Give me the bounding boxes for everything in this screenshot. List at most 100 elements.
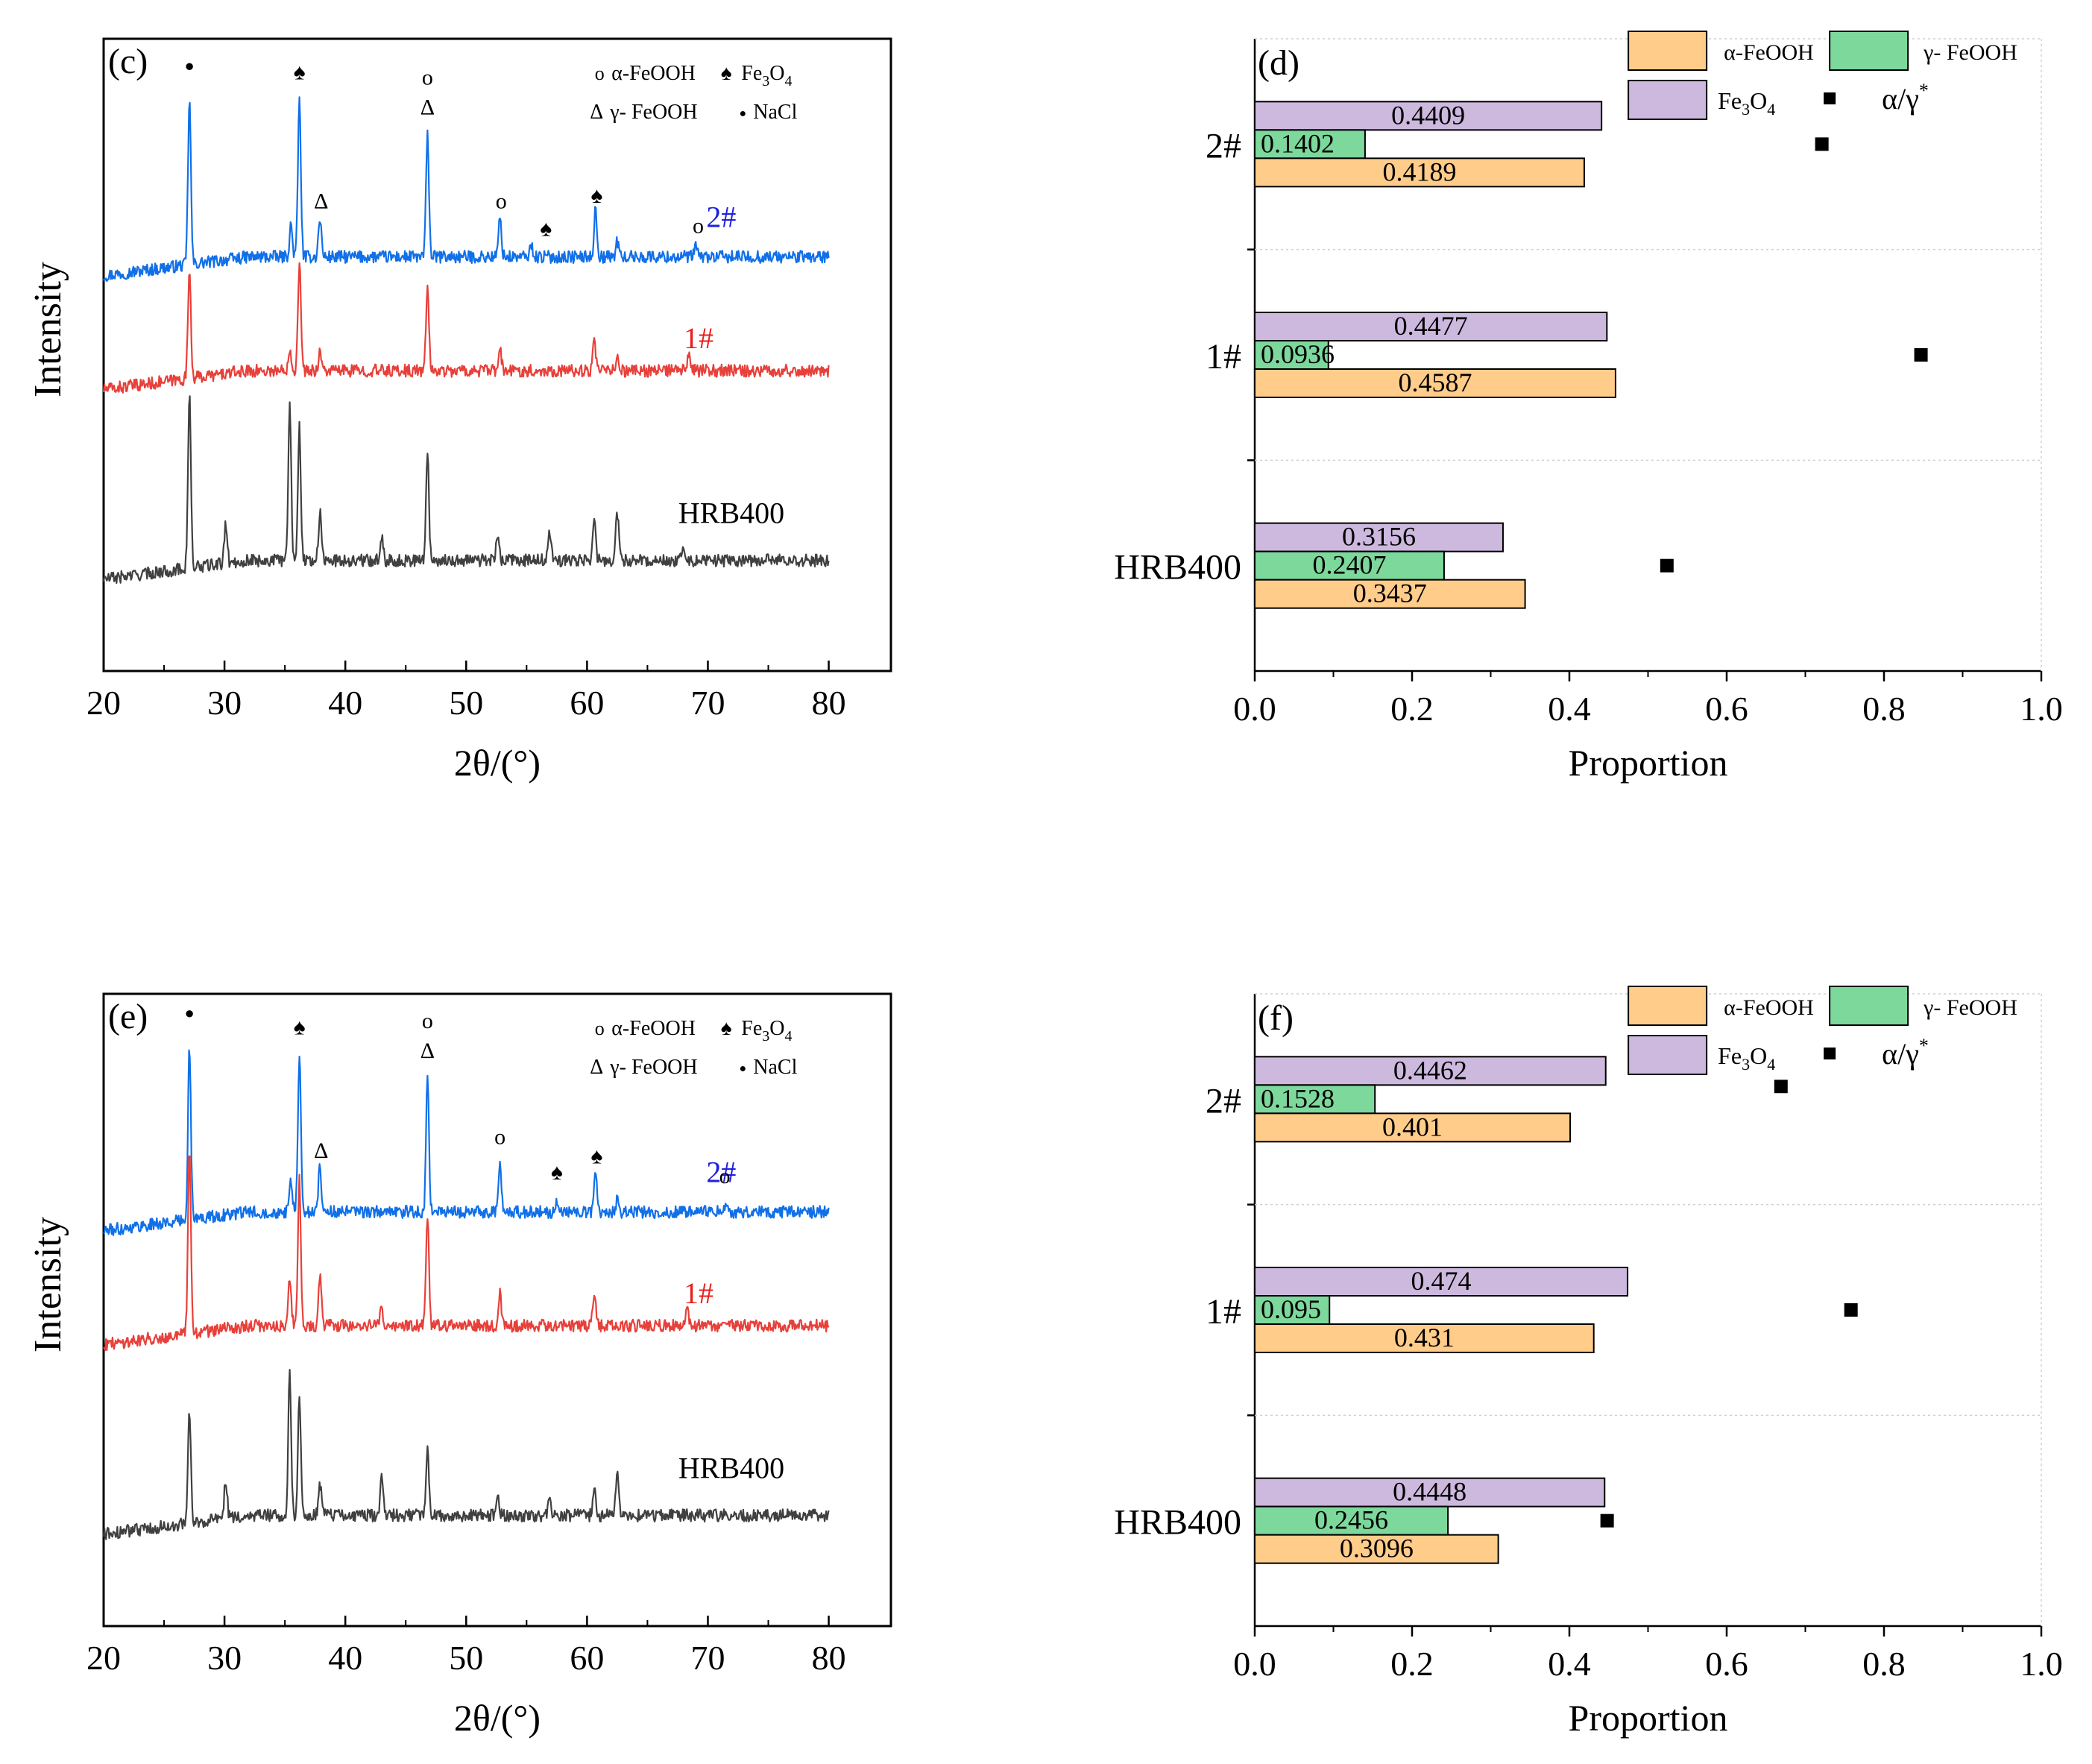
x-tick-label: 1.0 — [2020, 1645, 2063, 1683]
plot-frame-e — [102, 992, 892, 1628]
peak-marker-dot: ● — [184, 1004, 194, 1022]
panel-label: (d) — [1258, 43, 1299, 83]
legend-alpha-label: α-FeOOH — [611, 1017, 696, 1040]
legend-ratio-marker — [1824, 92, 1836, 104]
bar-fe3o4 — [1254, 1056, 1607, 1086]
legend-triangle-marker: Δ — [590, 101, 603, 124]
legend-sub3: 3 — [1742, 1055, 1750, 1074]
ratio-marker — [1600, 1513, 1614, 1528]
peak-marker-spade: ♠ — [590, 183, 602, 208]
x-tick-label: 0.4 — [1548, 690, 1591, 728]
bar-value-label: 0.4477 — [1394, 311, 1468, 341]
legend-alpha-label: α-FeOOH — [1724, 40, 1814, 65]
x-tick-label: 0.6 — [1705, 690, 1748, 728]
peak-marker-spade: ♠ — [294, 60, 306, 84]
category-label: 2# — [1206, 1081, 1241, 1121]
category-label: HRB400 — [1114, 548, 1241, 588]
legend-swatch-fe3o4 — [1628, 1035, 1708, 1075]
x-axis-label: Proportion — [1569, 742, 1728, 784]
bar-panel-d: 0.0 0.2 0.4 0.6 0.8 1.0 Proportion (d) HRB400 0.3… — [1114, 31, 2063, 784]
x-tick-label: 0.8 — [1862, 1645, 1906, 1683]
x-tick-label: 80 — [812, 1639, 846, 1677]
legend-nacl-label: NaCl — [753, 1056, 797, 1079]
bar-fe3o4 — [1254, 101, 1603, 131]
legend-fe3o4-label: Fe3O4 — [741, 62, 792, 89]
x-tick-label: 30 — [207, 684, 242, 722]
legend-ratio-sup: * — [1919, 1035, 1929, 1056]
legend-circle-marker: o — [595, 63, 605, 84]
legend-circle-marker: o — [595, 1018, 605, 1039]
peak-marker-circle: o — [494, 1124, 505, 1149]
peak-marker-spade: ♠ — [294, 1015, 306, 1039]
bar-value-label: 0.2407 — [1312, 550, 1386, 580]
bar-value-label: 0.095 — [1261, 1294, 1321, 1324]
x-tick-label: 70 — [690, 684, 725, 722]
series-line-HRB400 — [102, 1369, 830, 1540]
bar-value-label: 0.4587 — [1398, 368, 1472, 397]
bar-alpha — [1254, 157, 1585, 188]
x-tick-label: 1.0 — [2020, 690, 2063, 728]
legend-gamma-label: γ- FeOOH — [609, 1056, 697, 1079]
x-axis-label: 2θ/(°) — [454, 742, 541, 784]
legend-fe: Fe — [1718, 1042, 1742, 1069]
x-tick-label: 30 — [207, 1639, 242, 1677]
legend-fe: Fe — [741, 1017, 762, 1040]
bar-gamma — [1254, 340, 1329, 370]
bar-gamma — [1254, 1505, 1449, 1536]
peak-marker-circle: o — [422, 1009, 433, 1033]
legend-spade-marker: ♠ — [721, 62, 732, 85]
series-label-2: 2# — [706, 1156, 736, 1189]
series-line-1 — [102, 262, 830, 394]
series-line-2 — [103, 1049, 830, 1236]
bar-value-label: 0.3096 — [1340, 1534, 1414, 1563]
series-label-1: 1# — [684, 321, 713, 355]
peak-marker-triangle: Δ — [314, 1138, 328, 1163]
legend-nacl-label: NaCl — [753, 101, 797, 124]
legend-dot-marker: ● — [739, 107, 746, 120]
category-label: 2# — [1206, 126, 1241, 166]
series-label-HRB400: HRB400 — [678, 1452, 784, 1485]
category-label: 1# — [1206, 337, 1241, 377]
xrd-panel-c: 20 30 40 50 60 70 80 2θ/(°) Intensity (c) 2# 1# HRB4… — [27, 37, 892, 784]
bar-alpha — [1254, 579, 1526, 609]
x-tick-label: 50 — [449, 1639, 483, 1677]
panel-label: (f) — [1258, 998, 1294, 1038]
category-label: HRB400 — [1114, 1503, 1241, 1543]
x-tick-label: 0.0 — [1233, 1645, 1276, 1683]
legend-swatch-alpha — [1628, 31, 1708, 71]
x-tick-label: 40 — [328, 1639, 362, 1677]
bar-fe3o4 — [1254, 1267, 1629, 1297]
bar-value-label: 0.4189 — [1382, 157, 1456, 186]
legend-spade-marker: ♠ — [721, 1017, 732, 1040]
peak-marker-triangle: Δ — [420, 95, 435, 120]
legend-sub3: 3 — [762, 1028, 769, 1045]
category-label: 1# — [1206, 1292, 1241, 1332]
ratio-marker — [1914, 348, 1928, 362]
legend-swatch-gamma — [1829, 986, 1909, 1026]
x-tick-label: 50 — [449, 684, 483, 722]
legend-gamma-label: γ- FeOOH — [1923, 995, 2017, 1020]
legend-fe: Fe — [1718, 87, 1742, 114]
legend-ratio-text: α/γ — [1882, 1037, 1919, 1071]
peak-marker-spade: ♠ — [540, 217, 552, 242]
legend-o: O — [1750, 1042, 1767, 1069]
legend-swatch-alpha — [1628, 986, 1708, 1026]
bar-value-label: 0.431 — [1394, 1323, 1455, 1352]
x-tick-label: 0.2 — [1390, 690, 1434, 728]
x-tick-label: 70 — [690, 1639, 725, 1677]
peak-marker-dot: ● — [184, 57, 194, 75]
bar-value-label: 0.3156 — [1342, 522, 1416, 552]
series-line-HRB400 — [102, 395, 830, 585]
y-axis-label: Intensity — [27, 262, 69, 397]
legend-sub4: 4 — [1767, 100, 1775, 119]
legend-sub4: 4 — [785, 73, 793, 89]
bar-value-label: 0.2456 — [1314, 1505, 1388, 1535]
panel-label: (e) — [108, 997, 148, 1036]
bar-alpha — [1254, 1534, 1499, 1564]
series-label-1: 1# — [684, 1276, 713, 1310]
peak-marker-spade: ♠ — [551, 1160, 563, 1185]
legend-sub4: 4 — [785, 1028, 793, 1045]
x-axis-label: Proportion — [1569, 1697, 1728, 1739]
peak-marker-triangle: Δ — [314, 189, 328, 213]
